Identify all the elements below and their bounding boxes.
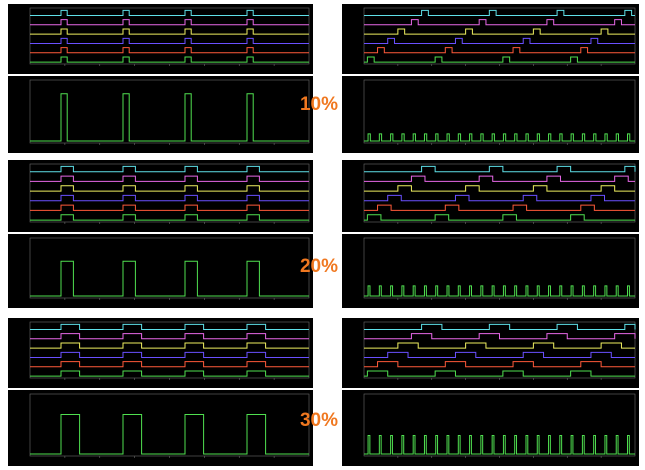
row1-left-phases-panel [8, 4, 313, 74]
phase-series-line [364, 342, 635, 349]
phase-series-line [30, 342, 309, 349]
row1-right-phases-panel [342, 4, 639, 74]
phase-series-line [30, 19, 309, 26]
row1-left-combined-panel [8, 76, 313, 153]
row3-right-combined-panel [342, 390, 639, 466]
row3-left-phases-panel [8, 318, 313, 388]
row2-right-combined-panel [342, 234, 639, 308]
phase-series-line [364, 185, 635, 192]
phase-series-line [30, 37, 309, 44]
phase-series-line [30, 204, 309, 211]
phase-series-line [30, 185, 309, 192]
row2-left-phases-panel [8, 160, 313, 232]
row3-left-phases-chart [29, 321, 310, 380]
row2-left-combined-panel [8, 234, 313, 308]
phase-series-line [30, 370, 309, 377]
row3-left-combined-chart [29, 393, 310, 458]
phase-series-line [30, 194, 309, 202]
phase-series-line [30, 351, 309, 358]
plot-frame [29, 163, 310, 223]
phase-series-line [364, 47, 635, 54]
row2-right-combined-chart [363, 237, 636, 300]
combined-series-line [364, 285, 635, 297]
phase-series-line [364, 9, 635, 16]
plot-frame [29, 393, 310, 457]
duty-label-20: 20% [299, 256, 339, 277]
row1-right-combined-panel [342, 76, 639, 153]
phase-series-line [30, 175, 309, 182]
plot-frame [29, 79, 310, 144]
plot-frame [363, 237, 636, 299]
row1-left-combined-chart [29, 79, 310, 145]
phase-series-line [30, 28, 309, 35]
phase-series-line [30, 361, 309, 368]
row3-left-combined-panel [8, 390, 313, 466]
phase-series-line [364, 214, 635, 221]
plot-frame [29, 7, 310, 65]
phase-series-line [30, 9, 309, 16]
plot-frame [363, 163, 636, 223]
plot-frame [363, 321, 636, 379]
phase-series-line [364, 323, 636, 330]
phase-series-line [30, 47, 309, 54]
phase-series-line [364, 370, 635, 377]
row1-left-phases-chart [29, 7, 310, 66]
phase-series-line [364, 333, 636, 340]
combined-series-line [30, 93, 309, 142]
plot-frame [29, 321, 310, 379]
phase-series-line [364, 19, 635, 26]
phase-series-line [364, 351, 635, 358]
row1-right-phases-chart [363, 7, 636, 66]
plot-frame [363, 7, 636, 65]
phase-series-line [364, 37, 635, 44]
combined-series-line [30, 260, 309, 297]
row3-right-phases-panel [342, 318, 639, 388]
phase-series-line [30, 323, 309, 330]
phase-series-line [30, 56, 309, 63]
plot-frame [363, 393, 636, 457]
phase-series-line [364, 165, 636, 173]
phase-series-line [364, 28, 635, 35]
row2-right-phases-panel [342, 160, 639, 232]
row3-right-phases-chart [363, 321, 636, 380]
phase-series-line [364, 361, 635, 368]
phase-series-line [364, 175, 635, 182]
phase-series-line [364, 194, 635, 202]
row2-left-combined-chart [29, 237, 310, 300]
phase-series-line [30, 333, 309, 340]
row1-right-combined-chart [363, 79, 636, 145]
row2-left-phases-chart [29, 163, 310, 224]
row2-right-phases-chart [363, 163, 636, 224]
combined-series-line [364, 434, 635, 455]
duty-label-10: 10% [299, 94, 339, 115]
phase-series-line [30, 165, 309, 173]
phase-series-line [30, 214, 309, 221]
phase-series-line [364, 56, 635, 63]
phase-series-line [364, 204, 635, 211]
duty-label-30: 30% [299, 410, 339, 431]
row3-right-combined-chart [363, 393, 636, 458]
plot-frame [29, 237, 310, 299]
combined-series-line [30, 414, 309, 455]
combined-series-line [364, 133, 635, 142]
